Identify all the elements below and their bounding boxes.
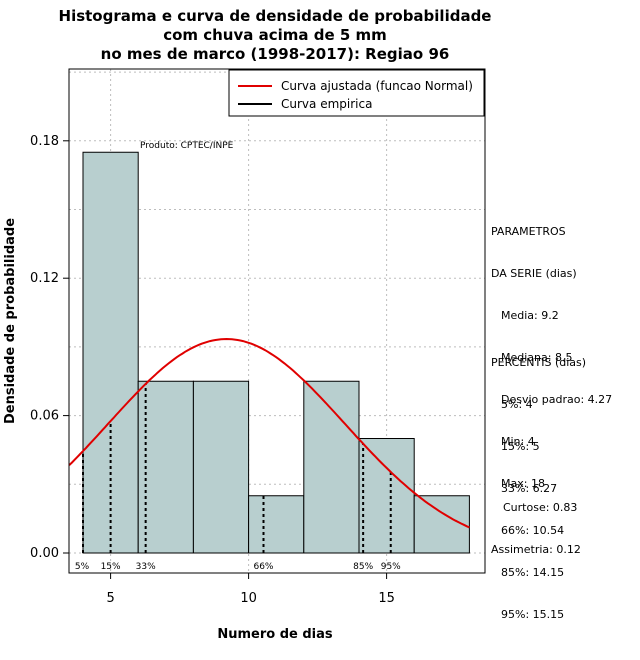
- y-tick-label: 0.18: [30, 134, 59, 149]
- x-axis-label: Numero de dias: [217, 627, 333, 642]
- param-mediana: Mediana: 8.5: [501, 351, 573, 364]
- percentile-66: 66%: 10.54: [501, 524, 565, 537]
- percentile-95: 95%: 15.15: [501, 608, 565, 621]
- histogram-bar: [192, 380, 250, 554]
- normal-curve: [68, 337, 470, 529]
- percentile-15: 15%: 5: [501, 440, 540, 453]
- title-line-3: no mes de marco (1998-2017): Regiao 96: [101, 45, 450, 63]
- percentile-lines: [82, 383, 392, 553]
- histogram-bar: [248, 495, 305, 554]
- param-media: Media: 9.2: [501, 309, 559, 322]
- percentile-label: 95%: [381, 562, 401, 572]
- stat-curtose: Curtose: 0.83: [503, 501, 578, 514]
- histogram-bar: [303, 380, 360, 554]
- percentile-labels: 5% 15% 33% 66% 85% 95%: [75, 562, 401, 572]
- param-desvio: Desvio padrao: 4.27: [501, 393, 613, 406]
- title-line-1: Histograma e curva de densidade de proba…: [59, 7, 492, 25]
- percentile-label: 33%: [136, 562, 156, 572]
- percentile-85: 85%: 14.15: [501, 566, 565, 579]
- percentile-33: 33%: 6.27: [501, 482, 558, 495]
- legend-label-normal: Curva ajustada (funcao Normal): [281, 79, 473, 93]
- axes: 5 10 15 0.00 0.06 0.12 0.18: [30, 134, 395, 606]
- percentile-label: 15%: [101, 562, 121, 572]
- percentile-label: 5%: [75, 562, 90, 572]
- title-line-2: com chuva acima de 5 mm: [163, 26, 387, 44]
- y-tick-label: 0.06: [30, 409, 59, 424]
- param-max: Max: 18: [501, 477, 545, 490]
- percentiles-panel: PERCENTIS (dias) 5%: 4 15%: 5 33%: 6.27 …: [491, 328, 586, 636]
- plot-frame: [68, 68, 486, 574]
- legend: Curva ajustada (funcao Normal) Curva emp…: [228, 69, 485, 117]
- legend-box: [228, 69, 485, 117]
- stat-assimetria: Assimetria: 0.12: [491, 543, 581, 556]
- normal-curve-path: [68, 337, 470, 529]
- product-annotation: Produto: CPTEC/INPE: [140, 141, 234, 151]
- percentile-label: 85%: [353, 562, 373, 572]
- percentile-5: 5%: 4: [501, 398, 533, 411]
- percentiles-header: PERCENTIS (dias): [491, 356, 587, 369]
- shape-stats: Curtose: 0.83 Assimetria: 0.12: [491, 473, 581, 571]
- y-axis-label: Densidade de probabilidade: [3, 218, 18, 424]
- x-tick-label: 15: [378, 591, 395, 606]
- histogram-bar: [358, 438, 415, 554]
- parameters-header-2: DA SERIE (dias): [491, 267, 577, 280]
- param-min: Min: 4: [501, 435, 535, 448]
- percentile-label: 66%: [253, 562, 273, 572]
- chart-title: Histograma e curva de densidade de proba…: [59, 7, 492, 63]
- histogram-bar: [413, 495, 470, 554]
- series-parameters: PARAMETROS DA SERIE (dias) Media: 9.2 Me…: [491, 197, 612, 505]
- x-tick-label: 5: [106, 591, 114, 606]
- histogram-bars: [82, 151, 470, 554]
- parameters-header-1: PARAMETROS: [491, 225, 566, 238]
- y-tick-label: 0.12: [30, 271, 59, 286]
- y-tick-label: 0.00: [30, 546, 59, 561]
- legend-label-empirical: Curva empirica: [281, 97, 372, 111]
- x-tick-label: 10: [240, 591, 257, 606]
